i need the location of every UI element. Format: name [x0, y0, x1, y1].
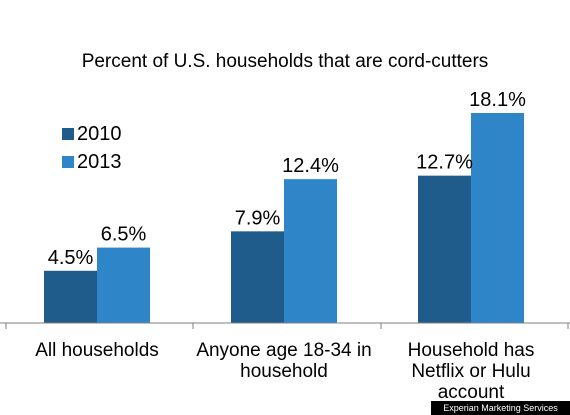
value-labels-group: 4.5% 7.9% 12.7% 6.5% 12.4% 18.1% — [48, 89, 526, 269]
value-label-2013-1: 6.5% — [101, 224, 147, 246]
value-label-2013-2: 12.4% — [282, 155, 339, 177]
legend-swatch-2010 — [62, 128, 74, 140]
source-credit: Experian Marketing Services — [431, 401, 570, 415]
category-label-1: All households — [35, 340, 159, 361]
legend-label-2010: 2010 — [77, 123, 122, 145]
category-label-line: Household has — [408, 340, 535, 361]
value-label-2010-3: 12.7% — [416, 152, 473, 174]
category-label-line: Netflix or Hulu — [411, 361, 530, 382]
bar-2010-3 — [418, 175, 471, 323]
category-label-2: Anyone age 18-34 in household — [196, 340, 371, 382]
x-axis-ticks — [5, 323, 569, 329]
bar-2010-2 — [231, 231, 284, 323]
bar-2013-1 — [97, 247, 150, 323]
category-label-3: Household has Netflix or Hulu account — [408, 340, 535, 403]
bar-2013-2 — [284, 179, 337, 323]
bars-group — [44, 113, 524, 323]
value-label-2013-3: 18.1% — [469, 89, 526, 111]
bar-2013-3 — [471, 113, 524, 323]
category-label-line: Anyone age 18-34 in — [196, 340, 371, 361]
category-label-line: account — [438, 382, 505, 403]
value-label-2010-1: 4.5% — [48, 247, 94, 269]
legend-label-2013: 2013 — [77, 151, 122, 173]
legend-swatch-2013 — [62, 156, 74, 168]
value-label-2010-2: 7.9% — [235, 207, 281, 229]
category-label-line: All households — [35, 340, 159, 361]
category-labels-group: All households Anyone age 18-34 in househo… — [35, 340, 534, 403]
category-label-line: household — [240, 361, 328, 382]
chart-legend: 2010 2013 — [62, 123, 122, 173]
bar-2010-1 — [44, 270, 97, 323]
chart-title: Percent of U.S. households that are cord… — [82, 51, 489, 72]
